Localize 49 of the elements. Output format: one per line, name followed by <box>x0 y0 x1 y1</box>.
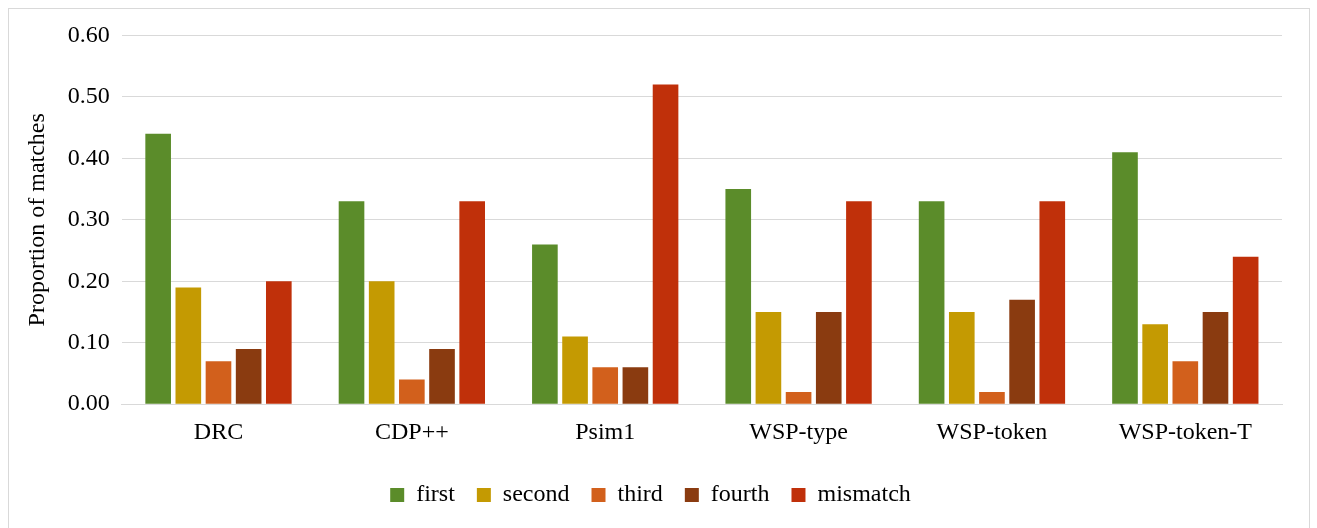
y-tick-label: 0.20 <box>67 266 110 293</box>
bar <box>368 281 395 404</box>
legend-label: first <box>416 480 456 507</box>
bar <box>846 201 872 404</box>
bar <box>205 361 232 404</box>
bar <box>979 391 1005 404</box>
bar <box>145 133 171 404</box>
bar <box>652 84 679 404</box>
bar <box>429 348 455 404</box>
legend-label: fourth <box>710 480 770 507</box>
x-tick-label: Psim1 <box>575 417 636 444</box>
bar <box>815 312 842 404</box>
bar <box>459 201 485 404</box>
y-tick-label: 0.40 <box>67 143 110 170</box>
x-tick-label: DRC <box>193 417 244 444</box>
bar <box>1232 256 1259 404</box>
y-axis-title: Proportion of matches <box>22 113 49 327</box>
bar <box>1202 312 1229 404</box>
bar <box>399 379 425 404</box>
bar <box>755 312 782 404</box>
x-tick-label: CDP++ <box>374 417 449 444</box>
bar <box>1142 324 1168 404</box>
bar <box>1009 299 1035 404</box>
x-tick-label: WSP-type <box>749 417 848 444</box>
bar <box>1112 152 1138 404</box>
bar <box>592 367 619 404</box>
x-tick-label: WSP-token <box>936 417 1048 444</box>
bar <box>622 367 649 404</box>
legend-label: mismatch <box>817 480 911 507</box>
bar <box>725 189 752 404</box>
y-tick-label: 0.60 <box>67 20 110 47</box>
bar <box>235 348 262 404</box>
bar <box>338 201 365 404</box>
y-tick-label: 0.50 <box>67 82 110 109</box>
bar <box>265 281 292 404</box>
y-tick-label: 0.00 <box>67 389 110 416</box>
bar <box>785 391 812 404</box>
bar <box>1172 361 1199 404</box>
bar <box>562 336 588 404</box>
legend-label: second <box>502 480 570 507</box>
bar <box>1039 201 1066 404</box>
legend-label: third <box>617 480 663 507</box>
bar <box>532 244 558 404</box>
bar <box>948 312 975 404</box>
x-tick-label: WSP-token-T <box>1118 417 1253 444</box>
bar <box>918 201 945 404</box>
bar <box>175 287 202 404</box>
y-tick-label: 0.30 <box>67 205 110 232</box>
y-tick-label: 0.10 <box>67 328 110 355</box>
